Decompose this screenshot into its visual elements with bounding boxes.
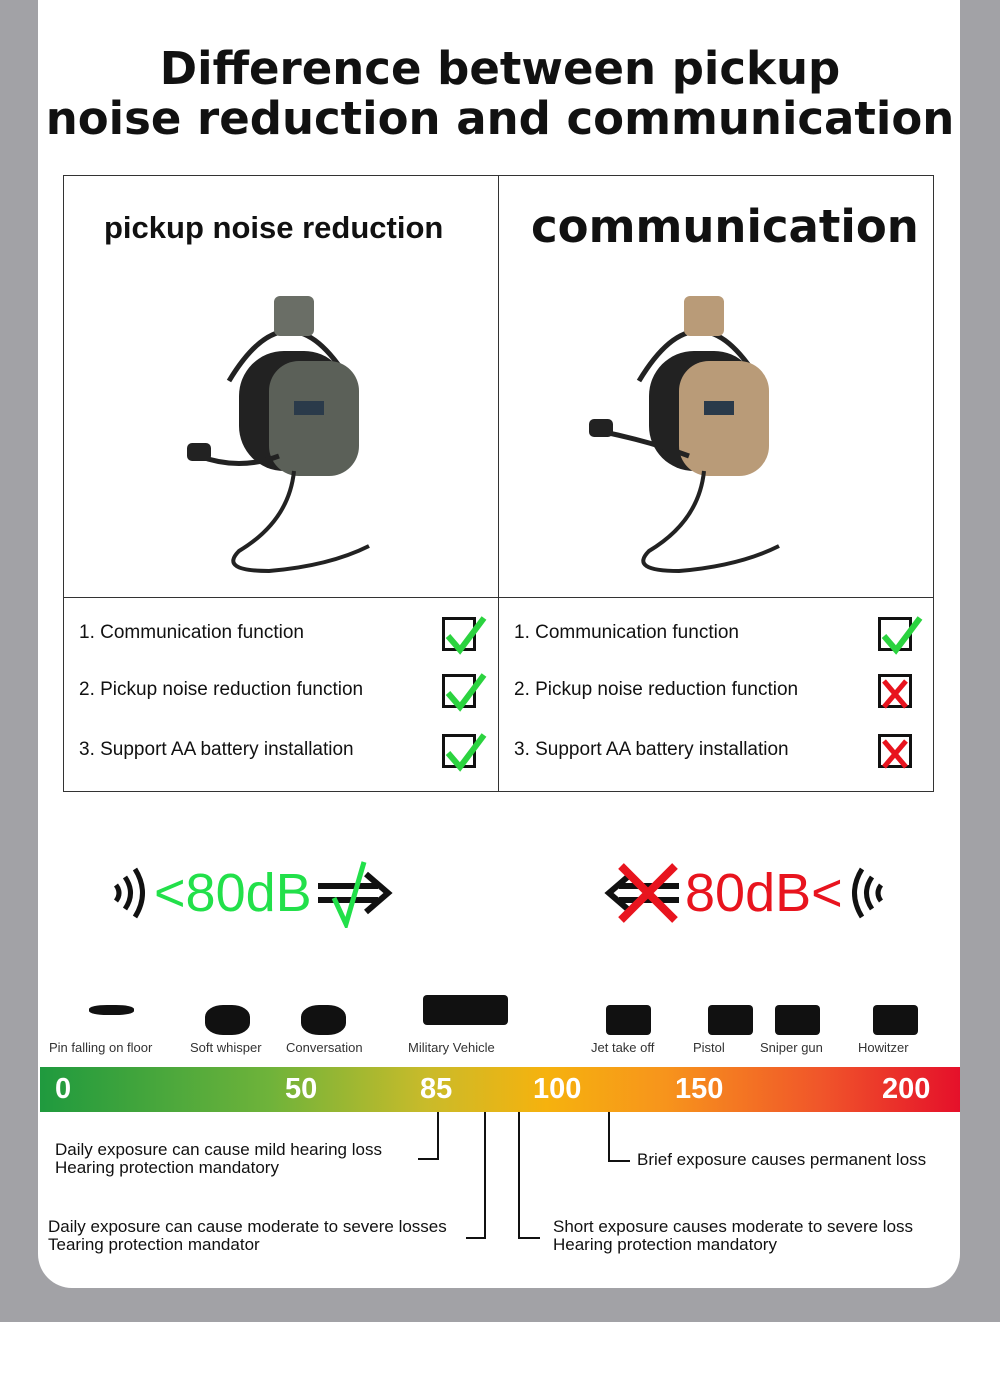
exposure-note: Short exposure causes moderate to severe… (553, 1218, 913, 1254)
leader-line (608, 1160, 630, 1162)
leader-line (484, 1112, 486, 1239)
sound-source-label: Sniper gun (760, 1040, 823, 1055)
sound-source-icon (423, 995, 508, 1025)
scale-tick: 50 (285, 1073, 318, 1105)
scale-tick: 0 (55, 1073, 72, 1105)
scale-tick: 85 (420, 1073, 453, 1105)
sound-wave-icon (113, 867, 145, 919)
leader-line (437, 1112, 439, 1160)
exposure-note: Daily exposure can cause mild hearing lo… (55, 1141, 382, 1177)
page-title: Difference between pickup noise reduction… (0, 44, 1000, 144)
feature-label: 3. Support AA battery installation (514, 739, 789, 760)
leader-line (518, 1112, 520, 1239)
sound-source-label: Pin falling on floor (49, 1040, 153, 1055)
leader-line (418, 1158, 439, 1160)
sound-source-icon (205, 1005, 250, 1035)
sound-source-label: Soft whisper (190, 1040, 262, 1055)
note-line: Hearing protection mandatory (553, 1235, 777, 1254)
divider (498, 176, 499, 791)
threshold-label: <80dB (154, 863, 312, 923)
sound-source-label: Jet take off (591, 1040, 655, 1055)
title-line: Difference between pickup (159, 42, 841, 95)
exposure-note: Daily exposure can cause moderate to sev… (48, 1218, 447, 1254)
sound-source-icon (89, 1005, 134, 1015)
leader-line (518, 1237, 540, 1239)
sound-source-label: Conversation (286, 1040, 363, 1055)
headset-image-green (187, 296, 370, 574)
cross-icon (618, 863, 678, 923)
double-arrow-right-icon (317, 861, 393, 928)
scale-tick: 100 (533, 1073, 582, 1105)
divider (64, 597, 933, 598)
sound-source-label: Pistol (693, 1040, 725, 1055)
sound-source-label: Military Vehicle (408, 1040, 495, 1055)
note-line: Short exposure causes moderate to severe… (553, 1217, 914, 1236)
cross-icon (878, 674, 912, 709)
comparison-table: pickup noise reduction communication (63, 175, 934, 792)
decibel-scale-bar (40, 1067, 960, 1112)
note-line: Hearing protection mandatory (55, 1158, 279, 1177)
check-icon (442, 616, 487, 655)
exposure-note: Brief exposure causes permanent loss (637, 1151, 926, 1169)
feature-label: 2. Pickup noise reduction function (79, 679, 364, 700)
feature-label: 1. Communication function (79, 622, 304, 643)
sound-source-label: Howitzer (858, 1040, 909, 1055)
note-line: Daily exposure can cause moderate to sev… (48, 1217, 447, 1236)
sound-source-icon (775, 1005, 820, 1035)
note-line: Daily exposure can cause mild hearing lo… (55, 1140, 382, 1159)
column-heading: communication (531, 200, 919, 253)
feature-label: 1. Communication function (514, 622, 739, 643)
leader-line (466, 1237, 486, 1239)
headset-image-tan (589, 296, 780, 574)
threshold-right: 80dB< (597, 858, 887, 928)
cross-icon (878, 734, 912, 769)
note-line: Brief exposure causes permanent loss (637, 1150, 927, 1169)
feature-label: 3. Support AA battery installation (79, 739, 354, 760)
feature-label: 2. Pickup noise reduction function (514, 679, 799, 700)
sound-source-icon (606, 1005, 651, 1035)
scale-tick: 200 (882, 1073, 931, 1105)
threshold-left: <80dB (110, 858, 396, 928)
sound-wave-icon (851, 867, 883, 919)
note-line: Tearing protection mandator (48, 1235, 260, 1254)
double-arrow-left-icon (604, 863, 679, 923)
check-icon (878, 616, 923, 655)
check-icon (442, 733, 487, 772)
threshold-label: 80dB< (685, 863, 843, 923)
sound-source-icon (873, 1005, 918, 1035)
sound-source-icon (301, 1005, 346, 1035)
title-line: noise reduction and communication (45, 92, 955, 145)
check-icon (442, 673, 487, 712)
leader-line (608, 1112, 610, 1162)
scale-tick: 150 (675, 1073, 724, 1105)
column-heading: pickup noise reduction (104, 210, 444, 245)
sound-source-icon (708, 1005, 753, 1035)
